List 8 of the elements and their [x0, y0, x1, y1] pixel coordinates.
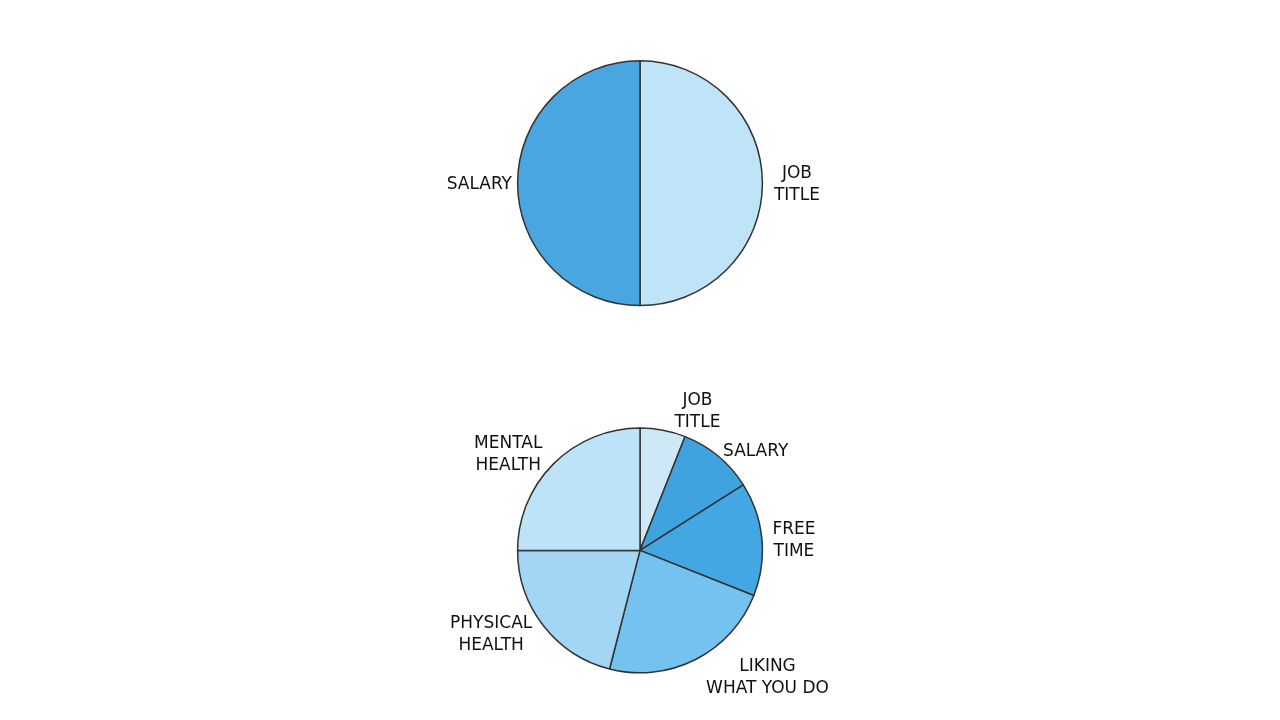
slice-label: FREE TIME [772, 517, 816, 560]
slice-label: MENTAL HEALTH [474, 432, 543, 475]
slice-label: SALARY [446, 173, 513, 194]
slice-label: JOB TITLE [673, 388, 721, 431]
slice-label: LIKING WHAT YOU DO [706, 655, 829, 698]
slice-label: PHYSICAL HEALTH [450, 612, 533, 655]
slice-label: SALARY [723, 440, 789, 461]
slice-label: JOB TITLE [772, 162, 820, 205]
